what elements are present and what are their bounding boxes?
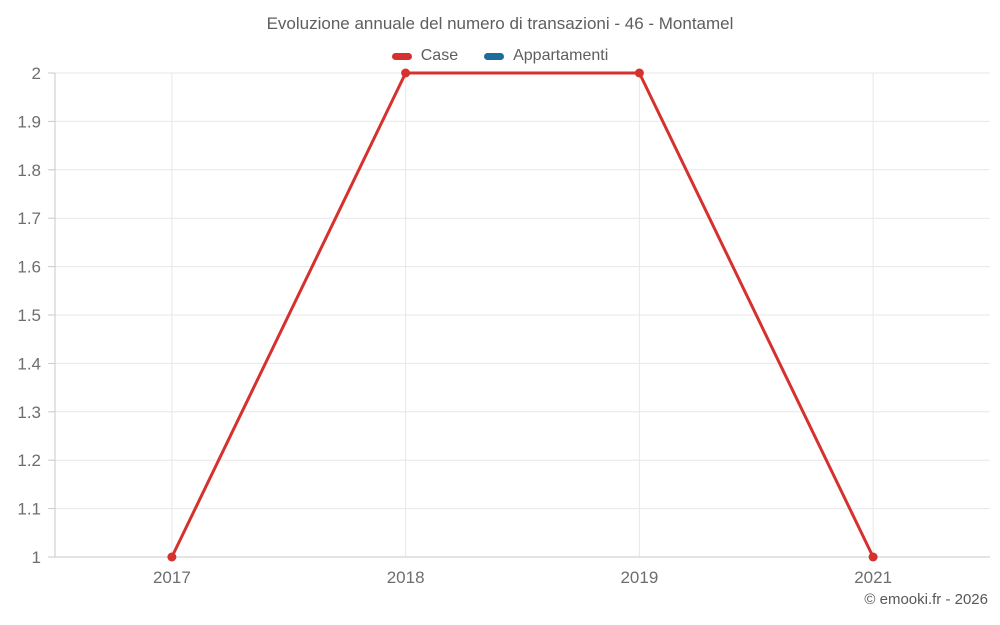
svg-text:1: 1 xyxy=(32,548,41,567)
legend-label-appartamenti: Appartamenti xyxy=(513,47,609,64)
svg-text:2021: 2021 xyxy=(854,568,892,587)
svg-text:1.2: 1.2 xyxy=(17,451,41,470)
svg-text:2019: 2019 xyxy=(620,568,658,587)
legend-item-appartamenti[interactable]: Appartamenti xyxy=(484,47,608,65)
svg-text:2018: 2018 xyxy=(387,568,425,587)
svg-text:1.9: 1.9 xyxy=(17,112,41,131)
svg-text:1.4: 1.4 xyxy=(17,354,41,373)
svg-text:1.3: 1.3 xyxy=(17,403,41,422)
case-series-swatch-icon xyxy=(391,52,412,60)
legend-label-case: Case xyxy=(420,47,459,64)
legend-item-case[interactable]: Case xyxy=(391,47,459,65)
svg-text:1.6: 1.6 xyxy=(17,258,41,277)
svg-text:1.5: 1.5 xyxy=(17,306,41,325)
svg-text:1.1: 1.1 xyxy=(17,500,41,519)
chart-legend: Case Appartamenti xyxy=(0,47,1000,65)
svg-text:2: 2 xyxy=(32,64,41,83)
svg-text:1.8: 1.8 xyxy=(17,161,41,180)
chart-title: Evoluzione annuale del numero di transaz… xyxy=(266,14,734,33)
svg-text:1.7: 1.7 xyxy=(17,209,41,228)
appartamenti-series-swatch-icon xyxy=(484,52,505,60)
watermark: © emooki.fr - 2026 xyxy=(864,591,988,608)
svg-text:2017: 2017 xyxy=(153,568,191,587)
